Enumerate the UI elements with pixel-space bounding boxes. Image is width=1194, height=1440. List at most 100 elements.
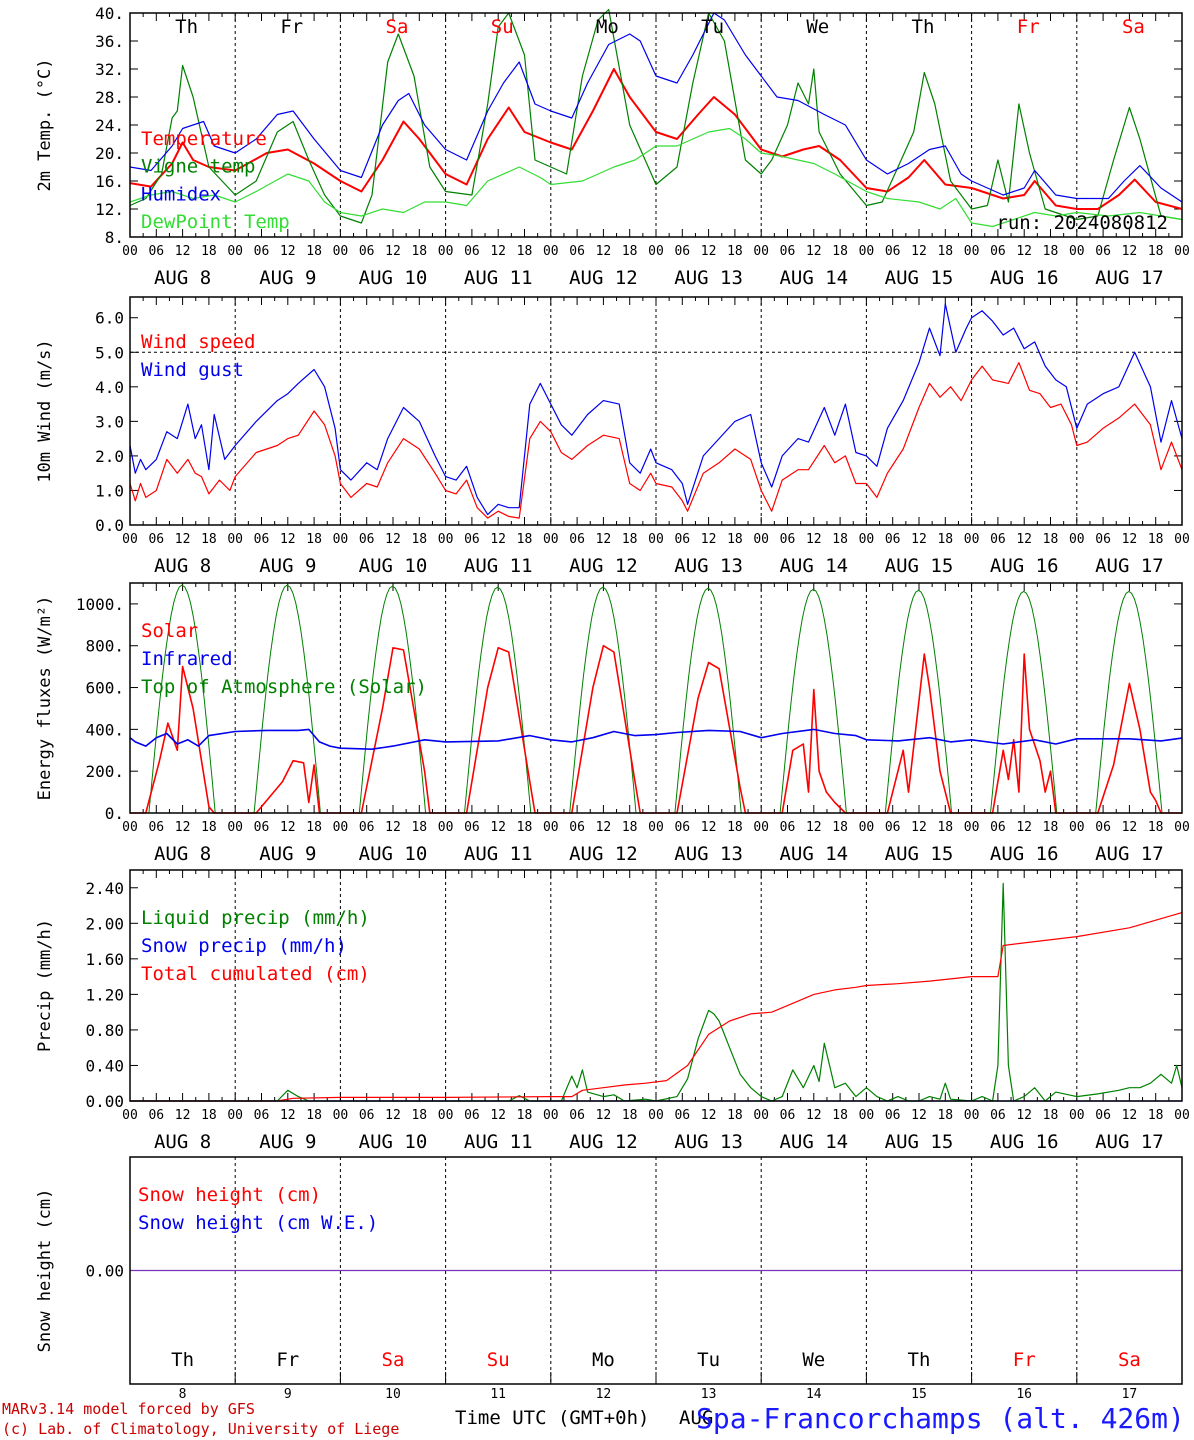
hour-label: 00 [1069,820,1085,835]
legend-item: Wind speed [141,331,255,353]
y-axis-label: Snow height (cm) [35,1189,55,1353]
hour-label: 18 [517,1108,533,1123]
hour-label: 12 [911,244,927,259]
hour-label: 12 [806,532,822,547]
date-label: AUG 10 [359,555,428,577]
hour-label: 12 [175,820,191,835]
date-label: AUG 15 [885,1131,954,1153]
hour-label: 00 [122,532,138,547]
hour-label: 00 [1174,820,1190,835]
hour-label: 06 [359,244,375,259]
series-vigne-temp [129,8,1183,224]
y-tick-label: 3.0 [95,412,124,431]
weekday-label-top: Th [175,16,198,38]
hour-label: 06 [885,244,901,259]
x-axis-label-suffix: AUG [679,1407,713,1429]
hour-label: 06 [464,1108,480,1123]
hour-label: 00 [964,532,980,547]
weekday-label-top: Sa [1122,16,1145,38]
hour-label: 06 [254,820,270,835]
y-tick-label: 40. [95,4,124,23]
legend-item: Total cumulated (cm) [141,963,370,985]
day-number-label: 8 [179,1387,187,1402]
hour-label: 12 [1122,244,1138,259]
hour-label: 00 [859,244,875,259]
date-label: AUG 16 [990,555,1059,577]
y-axis-label: 2m Temp. (°C) [35,58,55,191]
weekday-label-top: We [806,16,829,38]
hour-label: 00 [859,1108,875,1123]
hour-label: 06 [254,244,270,259]
hour-label: 12 [490,244,506,259]
hour-label: 06 [569,820,585,835]
y-tick-label: 2.0 [95,447,124,466]
y-tick-label: 0. [105,804,124,823]
run-label: run: 2024080812 [996,212,1168,234]
hour-label: 18 [727,1108,743,1123]
hour-label: 00 [438,244,454,259]
panel-frame [129,12,1183,238]
hour-label: 18 [1148,532,1164,547]
hour-label: 00 [859,820,875,835]
day-number-label: 11 [490,1387,506,1402]
y-tick-label: 32. [95,60,124,79]
hour-label: 18 [201,1108,217,1123]
weekday-label-bottom: Tu [697,1349,720,1371]
hour-label: 00 [333,820,349,835]
y-tick-label: 200. [85,762,124,781]
hour-label: 18 [411,1108,427,1123]
hour-label: 12 [1016,1108,1032,1123]
panel-frame [129,1156,1183,1385]
hour-label: 06 [569,532,585,547]
hour-label: 06 [569,244,585,259]
hour-label: 18 [622,1108,638,1123]
hour-label: 06 [464,820,480,835]
hour-label: 00 [648,820,664,835]
hour-label: 06 [674,244,690,259]
date-label: AUG 11 [464,555,533,577]
weekday-label-bottom: Th [171,1349,194,1371]
weekday-label-bottom: We [802,1349,825,1371]
hour-label: 12 [280,1108,296,1123]
hour-label: 18 [1043,244,1059,259]
hour-label: 06 [148,532,164,547]
hour-label: 12 [175,1108,191,1123]
weekday-label-top: Fr [280,16,303,38]
hour-label: 12 [1016,244,1032,259]
y-tick-label: 1.20 [85,985,124,1004]
date-label: AUG 8 [154,843,211,865]
hour-label: 06 [359,820,375,835]
y-tick-label: 800. [85,637,124,656]
date-label: AUG 15 [885,267,954,289]
hour-label: 12 [490,820,506,835]
hour-label: 00 [227,532,243,547]
hour-label: 00 [122,1108,138,1123]
hour-label: 18 [727,820,743,835]
panel-frame [129,296,1183,526]
hour-label: 12 [911,532,927,547]
date-label: AUG 17 [1095,843,1164,865]
date-label: AUG 13 [674,267,743,289]
hour-label: 12 [1122,532,1138,547]
hour-label: 00 [438,820,454,835]
toa-solar-series [550,586,656,814]
station-title: Spa-Francorchamps (alt. 426m) [696,1402,1185,1435]
hour-label: 06 [780,532,796,547]
date-label: AUG 12 [569,555,638,577]
hour-label: 18 [832,532,848,547]
day-number-label: 14 [806,1387,822,1402]
date-label: AUG 8 [154,1131,211,1153]
date-label: AUG 8 [154,267,211,289]
weekday-label-top: Tu [701,16,724,38]
weekday-label-top: Sa [386,16,409,38]
hour-label: 12 [1122,1108,1138,1123]
hour-label: 06 [885,820,901,835]
hour-label: 18 [1148,820,1164,835]
hour-label: 06 [780,244,796,259]
hour-label: 00 [543,1108,559,1123]
hour-label: 00 [859,532,875,547]
date-label: AUG 9 [259,267,316,289]
hour-label: 06 [1095,1108,1111,1123]
hour-label: 00 [1174,244,1190,259]
hour-label: 00 [543,532,559,547]
